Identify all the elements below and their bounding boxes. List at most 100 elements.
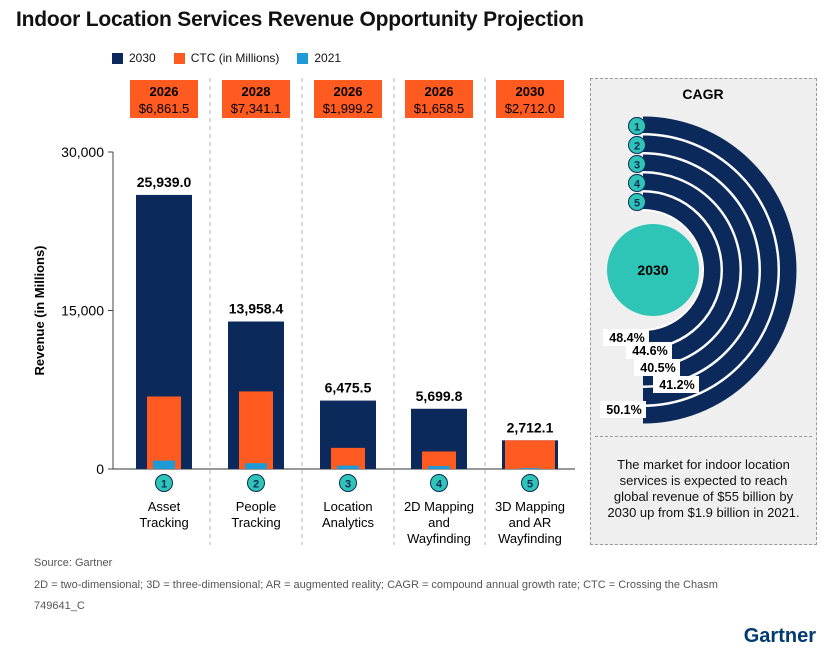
category-label: 3D Mapping: [495, 499, 565, 514]
category-label: Tracking: [231, 515, 280, 530]
cagr-value-label: 50.1%: [606, 403, 641, 417]
cagr-ring-number: 4: [634, 179, 641, 191]
legend-label-2021: 2021: [314, 51, 342, 65]
chart-title: Indoor Location Services Revenue Opportu…: [16, 8, 584, 31]
legend-swatch-ctc: [173, 52, 185, 64]
ctc-header-box: [405, 80, 473, 118]
ctc-year-label: 2026: [334, 84, 363, 99]
legend-item-ctc: CTC (in Millions): [173, 51, 279, 65]
category-label: Wayfinding: [407, 531, 471, 546]
bar-value-label: 6,475.5: [325, 380, 372, 396]
legend-item-2030: 2030: [112, 51, 156, 65]
category-label: and: [428, 515, 450, 530]
category-number: 1: [161, 479, 167, 491]
cagr-ring-number: 1: [634, 122, 640, 134]
cagr-ring-badge: [628, 174, 646, 192]
legend-swatch-2021: [297, 52, 309, 64]
category-label: People: [236, 499, 276, 514]
bar-2021: [337, 465, 359, 469]
legend: 2030 CTC (in Millions) 2021: [112, 51, 341, 65]
bar-ctc: [331, 447, 365, 469]
bar-chart: 0 15,000 30,000 Revenue (in Millions) 2026 $6…: [32, 78, 575, 546]
cagr-value-label: 40.5%: [640, 361, 675, 375]
bar-value-label: 5,699.8: [416, 388, 463, 404]
cagr-note-text: The market for indoor location services …: [607, 456, 800, 520]
bar-2021: [519, 468, 541, 469]
category-number: 5: [527, 479, 533, 491]
ctc-header-box: [496, 80, 564, 118]
cagr-value-bg: [603, 329, 649, 346]
category-label: and AR: [509, 515, 552, 530]
cagr-center-label: 2030: [637, 262, 668, 278]
bar-value-label: 2,712.1: [507, 419, 554, 435]
cagr-ring-badge: [628, 117, 646, 135]
category-label: Analytics: [322, 515, 375, 530]
ctc-year-label: 2026: [425, 84, 454, 99]
cagr-value-bg: [653, 376, 699, 393]
ctc-header-box: [222, 80, 290, 118]
cagr-ring-badge: [628, 136, 646, 154]
cagr-value-bg: [600, 401, 646, 418]
cagr-ring-arc: [642, 135, 778, 405]
ctc-value-label: $2,712.0: [505, 101, 556, 116]
bar-value-label: 13,958.4: [229, 301, 284, 317]
ctc-value-label: $1,658.5: [414, 101, 465, 116]
cagr-note: The market for indoor location services …: [595, 436, 812, 540]
category-number-badge: [155, 474, 173, 492]
abbreviations-note: 2D = two-dimensional; 3D = three-dimensi…: [34, 579, 718, 591]
category-label: 2D Mapping: [404, 499, 474, 514]
y-axis-label: Revenue (in Millions): [32, 245, 47, 375]
cagr-value-bg: [626, 342, 672, 359]
cagr-ring-arc: [642, 154, 759, 386]
cagr-center-circle: [607, 224, 699, 316]
cagr-value-label: 41.2%: [659, 378, 694, 392]
figure-id: 749641_C: [34, 600, 85, 612]
bar-ctc: [422, 451, 456, 469]
bar-2021: [153, 460, 175, 469]
ctc-value-label: $6,861.5: [139, 101, 190, 116]
category-label: Tracking: [139, 515, 188, 530]
cagr-ring-gap: [642, 190, 723, 350]
bar-2021: [245, 463, 267, 469]
cagr-ring-number: 2: [634, 141, 640, 153]
ctc-year-label: 2026: [150, 84, 179, 99]
cagr-title: CAGR: [682, 86, 723, 102]
cagr-ring-number: 3: [634, 160, 640, 172]
ctc-year-label: 2030: [516, 84, 545, 99]
category-number-badge: [430, 474, 448, 492]
gartner-logo: Gartner: [743, 625, 816, 647]
category-number: 3: [345, 479, 351, 491]
cagr-ring-gap: [642, 209, 704, 331]
category-number-badge: [339, 474, 357, 492]
legend-swatch-2030: [112, 52, 123, 64]
category-number: 4: [436, 479, 443, 491]
ctc-header-box: [130, 80, 198, 118]
cagr-ring-arc: [642, 173, 740, 367]
y-tick-label: 0: [96, 461, 104, 477]
cagr-ring-arc: [642, 116, 797, 424]
bar-2021: [428, 466, 450, 469]
category-label: Wayfinding: [498, 531, 562, 546]
cagr-ring-arc: [642, 192, 721, 348]
bar-ctc: [505, 440, 555, 469]
ctc-header-box: [314, 80, 382, 118]
category-label: Location: [323, 499, 372, 514]
category-number-badge: [247, 474, 265, 492]
category-label: Asset: [148, 499, 181, 514]
y-tick-label: 30,000: [61, 144, 104, 160]
cagr-ring-gap: [642, 152, 761, 388]
cagr-value-label: 48.4%: [609, 331, 644, 345]
ctc-value-label: $7,341.1: [231, 101, 282, 116]
cagr-ring-gap: [642, 171, 742, 369]
category-number-badge: [521, 474, 539, 492]
ctc-value-label: $1,999.2: [323, 101, 374, 116]
cagr-ring-badge: [628, 155, 646, 173]
bar-ctc: [147, 396, 181, 469]
bar-value-label: 25,939.0: [137, 174, 192, 190]
cagr-value-bg: [634, 359, 680, 376]
source-note: Source: Gartner: [34, 557, 113, 569]
cagr-chart: CAGR 1 2 3 4 5 2030 50.1% 41.2% 40.5% 44.6%48.4%: [600, 86, 797, 424]
cagr-ring-badge: [628, 193, 646, 211]
y-tick-label: 15,000: [61, 303, 104, 319]
legend-item-2021: 2021: [297, 51, 341, 65]
